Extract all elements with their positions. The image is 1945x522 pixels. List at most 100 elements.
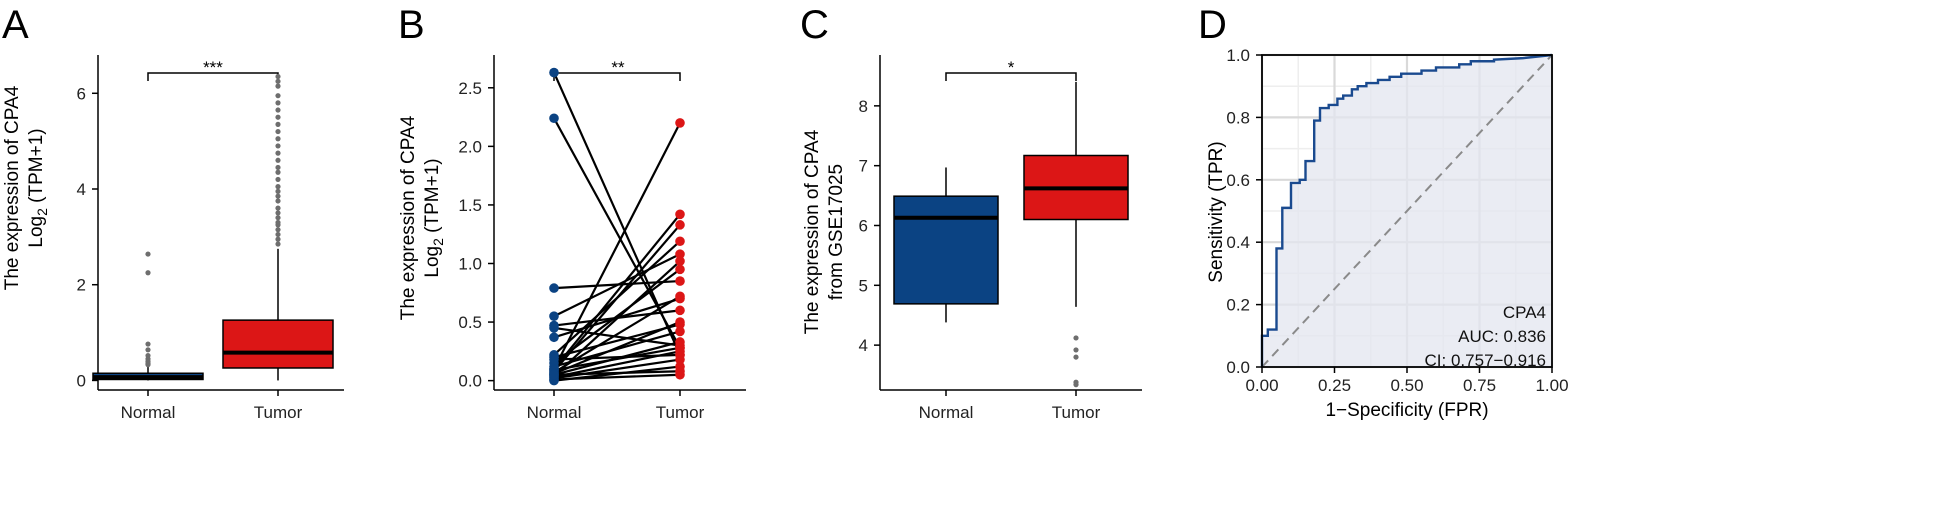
panel-a-tumor-outlier [275,78,281,84]
panel-a-ytick-label: 4 [77,180,86,199]
panel-b-ytick-label: 1.0 [458,254,482,273]
panel-c-tumor-outlier [1073,347,1079,353]
panel-a-ytick-label: 2 [77,276,86,295]
panel-c-ylabel-line1: The expression of CPA4 [802,129,823,334]
roc-curve [1260,53,1553,367]
roc-reference-diagonal [1261,54,1553,368]
roc-xtick-label: 0.75 [1463,376,1496,395]
panel-a-tumor-outlier [275,198,281,204]
panel-b-pair-line [553,330,681,368]
panel-c-tumor-outlier [1073,335,1079,341]
roc-xtick-label: 0.50 [1390,376,1423,395]
panel-c-tumor-outlier [1073,354,1079,360]
panel-a-tumor-outlier [275,241,281,247]
panel-b-tumor-point [675,317,685,327]
panel-b-tumor-point [675,366,685,377]
panel-b-normal-point [549,311,559,322]
panel-b-normal-point [549,323,559,333]
panel-c-ytick-label: 8 [859,97,868,116]
panel-a-tumor-outlier [275,219,281,226]
panel-a-tumor-outlier [275,93,281,99]
panel-b: B 0.0 0.5 1.0 1.5 2.0 2.5 The expression of C… [398,3,746,422]
panel-b-ylabel-line1: The expression of CPA4 [398,115,419,320]
panel-a-tumor-outlier [275,215,281,221]
panel-a-ytick-label: 0 [77,371,86,390]
panel-c-xtick-tumor: Tumor [1052,403,1101,422]
panel-c-significance-bracket [945,72,1077,81]
roc-ytick-label: 1.0 [1226,46,1250,65]
panel-c-ytick-label: 7 [859,157,868,176]
panel-b-normal-point [549,369,559,380]
panel-a-ylabel-line2: Log2 (TPM+1) [26,128,50,247]
panel-b-significance: ** [611,58,625,77]
panel-b-xtick-tumor: Tumor [656,403,705,422]
panel-a-tumor-outlier [275,210,281,216]
panel-b-pair-line [553,122,681,370]
panel-b-tumor-point [675,326,685,337]
panel-b-tumor-point [675,236,685,247]
panel-d-xlabel: 1−Specificity (FPR) [1325,400,1488,421]
panel-b-ytick-label: 2.5 [458,79,482,98]
panel-b-tumor-point [675,118,685,128]
panel-b-tumor-point [675,249,685,259]
panel-a-tumor-outlier [275,184,281,190]
panel-b-pair-line [553,321,681,375]
panel-a-tumor-outlier [275,83,281,89]
panel-a-normal-outlier [145,270,151,276]
panel-a-significance: *** [203,58,223,77]
panel-a-tumor-outlier [275,188,281,194]
roc-ytick-label: 0.4 [1226,233,1250,252]
panel-b-normal-point [549,332,559,343]
panel-b-pair-line [553,346,681,372]
panel-b-tumor-point [675,256,685,266]
panel-letter-c: C [800,3,829,47]
panel-b-tumor-point [675,276,685,286]
panel-c: C 4 5 6 7 8 The expression of CPA4 from GSE1… [800,3,1142,422]
panel-c-ylabel-line2: from GSE17025 [826,164,847,300]
panel-letter-a: A [2,3,29,47]
panel-b-pair-line [553,253,681,318]
panel-c-xtick-normal: Normal [919,403,974,422]
panel-b-normal-point [549,354,559,365]
panel-a-xtick-tumor: Tumor [254,403,303,422]
panel-b-ytick-label: 0.0 [458,372,482,391]
roc-ytick-label: 0.6 [1226,171,1250,190]
panel-a-tumor-outlier [275,136,281,142]
panel-a-tumor-outlier [275,143,281,149]
panel-a-tumor-outlier [275,227,281,233]
roc-xtick-label: 1.00 [1535,376,1568,395]
panel-b-pair-line [553,353,681,361]
panel-c-ytick-label: 6 [859,216,868,235]
panel-a-tumor-outlier [275,176,281,183]
panel-b-pair-line [553,224,681,372]
roc-ytick-label: 0.8 [1226,108,1250,127]
panel-a-tumor-outlier [275,157,281,163]
panel-b-tumor-point [675,291,685,302]
panel-b-ytick-label: 1.5 [458,196,482,215]
panel-a-tumor-box [222,319,334,369]
panel-b-ytick-label: 2.0 [458,137,482,156]
panel-b-tumor-point [675,264,685,275]
panel-a-tumor-outlier [275,121,281,127]
panel-a-tumor-outlier [275,150,281,156]
roc-label-auc: AUC: 0.836 [1458,327,1546,346]
panel-c-normal-box [893,195,999,305]
panel-a-normal-outlier [145,251,151,257]
panel-a-tumor-outlier [275,100,281,106]
panel-a: A 0 2 4 6 The expression of CPA4 Log2 (TPM+… [2,3,344,422]
roc-xtick-label: 0.00 [1245,376,1278,395]
panel-b-normal-point [549,283,559,293]
roc-label-gene: CPA4 [1503,303,1546,322]
panel-letter-d: D [1198,3,1227,47]
panel-b-pair-line [553,213,681,370]
panel-a-tumor-outlier [275,231,281,238]
panel-b-pair-line [553,370,681,376]
panel-b-tumor-point [675,209,685,220]
panel-c-significance: * [1008,58,1015,77]
panel-b-tumor-point [675,305,685,316]
panel-a-tumor-outlier [275,236,281,242]
roc-ytick-label: 0.0 [1226,358,1250,377]
panel-a-normal-outlier [145,352,151,359]
panel-a-xtick-normal: Normal [121,403,176,422]
